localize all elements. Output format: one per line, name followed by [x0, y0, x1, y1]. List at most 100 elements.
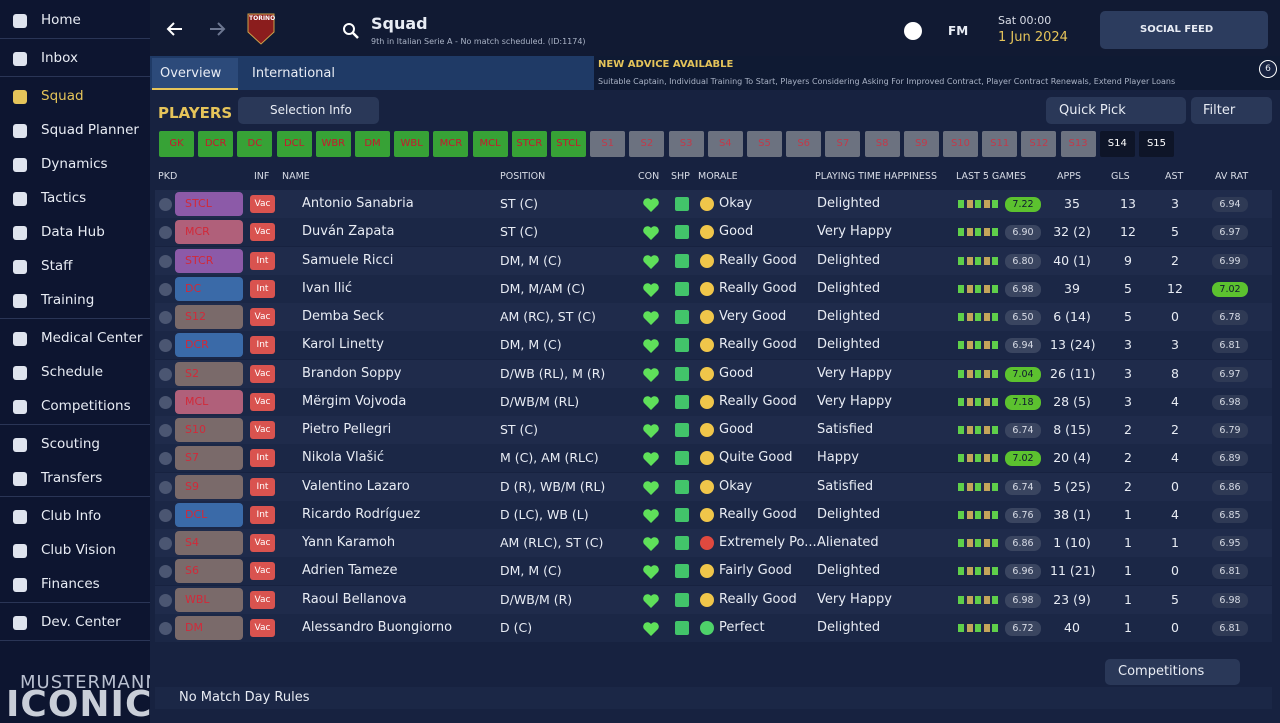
player-name[interactable]: Yann Karamoh — [302, 535, 396, 550]
selection-btn[interactable] — [238, 97, 379, 124]
position-button[interactable]: STCR — [511, 131, 547, 157]
column-header[interactable]: MORALE — [698, 171, 738, 182]
pkd-pill[interactable]: STCL — [175, 192, 243, 216]
position-button[interactable]: DM — [355, 131, 390, 157]
quick-pick[interactable]: Quick Pick — [1059, 103, 1126, 118]
position-button[interactable]: S11 — [982, 131, 1018, 157]
position-button[interactable]: S8 — [864, 131, 900, 157]
position-button[interactable]: S10 — [943, 131, 978, 157]
column-header[interactable]: NAME — [282, 171, 310, 182]
nav-item[interactable]: Staff — [41, 258, 73, 274]
column-header[interactable]: POSITION — [500, 171, 546, 182]
pkd-pill[interactable]: S2 — [175, 361, 243, 386]
pkd-pill[interactable]: MCL — [175, 389, 243, 414]
competitions-btn[interactable] — [1105, 659, 1240, 685]
nav-item[interactable]: Scouting — [41, 436, 100, 452]
column-header[interactable]: AV RAT — [1215, 171, 1249, 182]
column-header[interactable]: SHP — [671, 171, 690, 182]
filter-btn[interactable] — [1191, 97, 1272, 124]
pkd-pill[interactable]: DM — [175, 615, 243, 640]
pkd-pill[interactable]: STCR — [175, 248, 243, 273]
position-button[interactable]: S15 — [1139, 131, 1174, 157]
tab[interactable]: International — [252, 66, 335, 81]
position-button[interactable]: GK — [159, 131, 194, 157]
pkd-pill[interactable]: DCR — [175, 333, 243, 358]
player-name[interactable]: Alessandro Buongiorno — [302, 619, 453, 635]
position-button[interactable]: S5 — [747, 131, 782, 157]
column-header[interactable]: GLS — [1111, 171, 1130, 182]
nav-item[interactable]: Data Hub — [41, 224, 105, 240]
nav-item[interactable]: Schedule — [41, 364, 104, 380]
quick-pick-btn[interactable] — [1046, 97, 1186, 124]
position-button[interactable]: S2 — [629, 131, 665, 157]
position-button[interactable]: WBR — [315, 131, 351, 157]
player-name[interactable]: Pietro Pellegri — [302, 422, 392, 437]
competitions[interactable]: Competitions — [1118, 664, 1205, 679]
filter[interactable]: Filter — [1203, 103, 1236, 118]
nav-item[interactable]: Dynamics — [41, 156, 108, 172]
social-feed-button[interactable] — [1100, 11, 1268, 49]
nav-item[interactable]: Squad Planner — [41, 122, 139, 138]
nav-item[interactable]: Medical Center — [41, 330, 143, 346]
player-name[interactable]: Valentino Lazaro — [302, 478, 410, 494]
position-button[interactable]: S4 — [707, 131, 743, 157]
column-header[interactable]: LAST 5 GAMES — [956, 171, 1027, 182]
position-button[interactable]: S14 — [1099, 131, 1135, 157]
column-header[interactable]: CON — [638, 171, 660, 182]
pkd-pill[interactable]: WBL — [175, 587, 243, 612]
player-name[interactable]: Duván Zapata — [302, 224, 395, 240]
position-button[interactable]: S6 — [786, 131, 822, 157]
position-button[interactable]: WBL — [394, 131, 430, 157]
position-button[interactable]: S3 — [668, 131, 704, 157]
position-button[interactable]: MCL — [472, 131, 508, 157]
player-name[interactable]: Ricardo Rodríguez — [302, 506, 421, 522]
pkd-pill[interactable]: DCL — [175, 502, 243, 527]
position-button[interactable]: STCL — [551, 131, 586, 157]
position-button[interactable]: DCL — [276, 131, 312, 157]
nav-item[interactable]: Club Vision — [41, 542, 116, 558]
player-name[interactable]: Karol Linetty — [302, 337, 384, 353]
position-button[interactable]: DCR — [198, 131, 234, 157]
column-header[interactable]: AST — [1165, 171, 1184, 182]
position-button[interactable]: S13 — [1060, 131, 1096, 157]
pkd-pill[interactable]: S10 — [175, 418, 243, 442]
nav-item[interactable]: Club Info — [41, 508, 102, 524]
nav-item[interactable]: Finances — [41, 576, 100, 592]
player-name[interactable]: Mërgim Vojvoda — [302, 393, 407, 409]
player-name[interactable]: Nikola Vlašić — [302, 450, 385, 466]
nav-item[interactable]: Training — [41, 292, 95, 308]
nav-item[interactable]: Squad — [41, 88, 84, 104]
column-header[interactable]: APPS — [1057, 171, 1081, 182]
pkd-pill[interactable]: S12 — [175, 305, 243, 329]
nav-item[interactable]: Transfers — [41, 470, 103, 486]
column-header[interactable]: INF — [254, 171, 270, 182]
nav-item[interactable]: Dev. Center — [41, 614, 121, 630]
position-button[interactable]: DC — [237, 131, 273, 157]
column-header[interactable]: PLAYING TIME HAPPINESS — [815, 171, 937, 182]
nav-item[interactable]: Home — [41, 12, 81, 28]
player-name[interactable]: Brandon Soppy — [302, 365, 402, 381]
nav-item[interactable]: Tactics — [41, 190, 87, 206]
pkd-pill[interactable]: S7 — [175, 446, 243, 471]
player-name[interactable]: Samuele Ricci — [302, 252, 394, 268]
pkd-pill[interactable]: S6 — [175, 559, 243, 584]
pkd-pill[interactable]: DC — [175, 276, 243, 301]
nav-item[interactable]: Inbox — [41, 50, 78, 66]
player-name[interactable]: Adrien Tameze — [302, 563, 398, 579]
position-button[interactable]: S12 — [1021, 131, 1057, 157]
player-name[interactable]: Antonio Sanabria — [302, 196, 414, 211]
position-button[interactable]: S7 — [825, 131, 861, 157]
selection-info[interactable]: Selection Info — [270, 103, 352, 117]
column-header[interactable]: PKD — [158, 171, 178, 182]
player-name[interactable]: Raoul Bellanova — [302, 591, 407, 607]
social-feed[interactable]: SOCIAL FEED — [1140, 24, 1214, 35]
player-name[interactable]: Ivan Ilić — [302, 280, 353, 296]
position-button[interactable]: S1 — [590, 131, 626, 157]
pkd-pill[interactable]: S4 — [175, 531, 243, 555]
pkd-pill[interactable]: MCR — [175, 220, 243, 245]
nav-item[interactable]: Competitions — [41, 398, 131, 414]
player-name[interactable]: Demba Seck — [302, 309, 384, 324]
position-button[interactable]: MCR — [433, 131, 469, 157]
tab[interactable]: Overview — [160, 66, 222, 81]
position-button[interactable]: S9 — [903, 131, 939, 157]
